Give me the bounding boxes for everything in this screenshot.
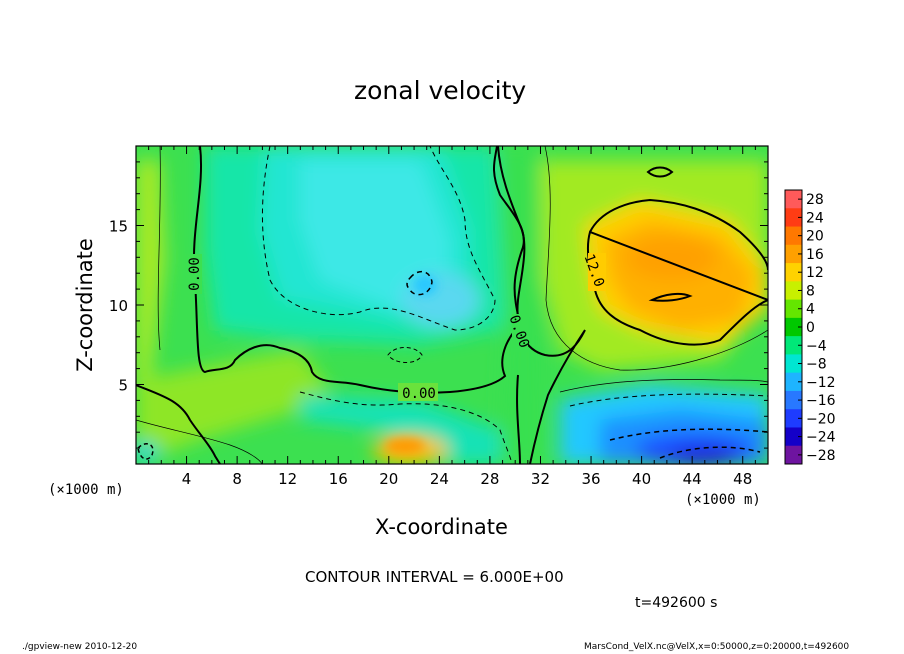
contour-interval: CONTOUR INTERVAL = 6.000E+00 (305, 568, 564, 586)
colorbar-swatch (785, 372, 802, 392)
colorbar: 28 24 20 16 12 8 4 0 −4 −8 −12 −16 −20 −24 −28 (784, 189, 836, 465)
colorbar-swatch (785, 336, 802, 355)
colorbar-swatch (785, 226, 802, 246)
x-tick-label: 12 (278, 470, 297, 488)
y-axis-label: Z-coordinate (73, 238, 97, 372)
x-tick-label: 20 (379, 470, 398, 488)
colorbar-swatch (785, 390, 802, 410)
x-tick-label: 8 (232, 470, 242, 488)
y-tick-label: 10 (109, 297, 128, 315)
colorbar-label: −4 (806, 338, 827, 354)
x-axis: 4 8 12 16 20 24 28 32 36 40 44 48 (148, 146, 756, 488)
colorbar-label: 0 (806, 320, 815, 336)
colorbar-swatch (785, 263, 802, 282)
colorbar-label: 24 (806, 210, 824, 226)
heatmap-field (136, 146, 768, 464)
y-tick-label: 5 (118, 377, 128, 395)
x-units-label-left: (×1000 m) (48, 482, 124, 498)
colorbar-swatch (785, 208, 802, 228)
time-stamp: t=492600 s (635, 595, 718, 611)
x-tick-label: 44 (683, 470, 702, 488)
colorbar-label: 12 (806, 265, 824, 281)
colorbar-label: −20 (806, 411, 836, 427)
x-units-label-right: (×1000 m) (685, 492, 761, 508)
x-tick-label: 28 (480, 470, 499, 488)
colorbar-swatch (785, 299, 802, 319)
colorbar-swatch (785, 445, 802, 465)
contour-label: 0.00 (402, 386, 436, 402)
footer-right: MarsCond_VelX.nc@VelX,x=0:50000,z=0:2000… (584, 642, 850, 652)
x-tick-label: 16 (329, 470, 348, 488)
y-tick-label: 15 (109, 218, 128, 236)
footer-left: ./gpview-new 2010-12-20 (22, 642, 138, 652)
colorbar-label: 8 (806, 283, 815, 299)
x-tick-label: 4 (182, 470, 192, 488)
colorbar-swatch (785, 354, 802, 374)
x-tick-label: 32 (531, 470, 550, 488)
contour-label: 0.00 (187, 257, 203, 291)
colorbar-swatch (785, 190, 802, 209)
contour-label-group: 0.00 0.00 0.00 12.0 (186, 252, 607, 402)
x-tick-label: 36 (581, 470, 600, 488)
x-tick-label: 48 (733, 470, 752, 488)
colorbar-label: −12 (806, 375, 836, 391)
colorbar-label: −8 (806, 357, 827, 373)
colorbar-label: −24 (806, 430, 836, 446)
colorbar-label: −16 (806, 393, 836, 409)
colorbar-swatch (785, 409, 802, 428)
colorbar-label: −28 (806, 448, 836, 464)
y-axis: 5 10 15 (109, 161, 768, 449)
chart-title: zonal velocity (354, 76, 527, 105)
colorbar-swatch (785, 244, 802, 264)
colorbar-label: 20 (806, 229, 824, 245)
colorbar-label: 16 (806, 247, 824, 263)
colorbar-label: 4 (806, 302, 815, 318)
x-tick-label: 24 (430, 470, 449, 488)
colorbar-swatch (785, 281, 802, 301)
colorbar-swatch (785, 427, 802, 447)
x-axis-label: X-coordinate (375, 515, 508, 539)
colorbar-swatch (785, 317, 802, 337)
x-tick-label: 40 (632, 470, 651, 488)
colorbar-label: 28 (806, 192, 824, 208)
